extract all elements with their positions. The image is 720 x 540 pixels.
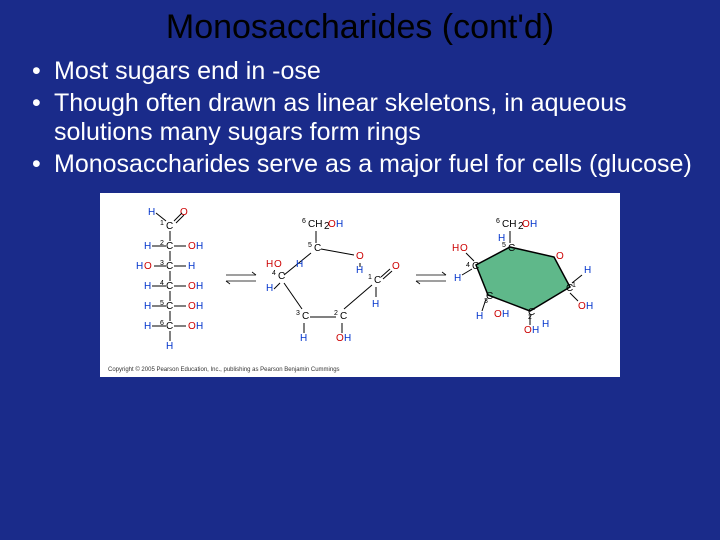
- svg-text:H: H: [498, 233, 505, 244]
- svg-text:C: C: [486, 291, 493, 302]
- svg-text:C: C: [166, 241, 173, 252]
- svg-text:H: H: [196, 241, 203, 252]
- svg-text:C: C: [508, 243, 515, 254]
- svg-text:H: H: [344, 333, 351, 344]
- glucose-diagram: H O 1 C H 2 C OH HO: [106, 199, 614, 363]
- svg-text:C: C: [314, 243, 321, 254]
- svg-text:H: H: [144, 301, 151, 312]
- svg-text:4: 4: [272, 270, 276, 277]
- svg-text:C: C: [340, 311, 347, 322]
- svg-text:O: O: [460, 243, 468, 254]
- svg-text:H: H: [530, 219, 537, 230]
- svg-text:O: O: [328, 219, 336, 230]
- svg-text:H: H: [144, 241, 151, 252]
- svg-text:H: H: [532, 325, 539, 336]
- svg-text:H: H: [452, 243, 459, 254]
- svg-text:1: 1: [160, 220, 164, 227]
- svg-text:H: H: [336, 219, 343, 230]
- svg-text:H: H: [476, 311, 483, 322]
- svg-text:H: H: [300, 333, 307, 344]
- svg-text:O: O: [556, 251, 564, 262]
- svg-text:6: 6: [496, 218, 500, 225]
- svg-text:O: O: [188, 241, 196, 252]
- svg-text:O: O: [522, 219, 530, 230]
- svg-text:C: C: [278, 271, 285, 282]
- svg-text:C: C: [166, 301, 173, 312]
- svg-text:CH: CH: [308, 219, 322, 230]
- svg-text:C: C: [566, 283, 573, 294]
- svg-text:H: H: [166, 341, 173, 352]
- svg-text:H: H: [188, 261, 195, 272]
- svg-text:H: H: [372, 299, 379, 310]
- svg-text:5: 5: [308, 242, 312, 249]
- svg-text:H: H: [136, 261, 143, 272]
- svg-text:O: O: [392, 261, 400, 272]
- svg-text:H: H: [148, 207, 155, 218]
- svg-text:C: C: [166, 321, 173, 332]
- svg-text:6: 6: [302, 218, 306, 225]
- svg-text:4: 4: [466, 262, 470, 269]
- svg-text:O: O: [578, 301, 586, 312]
- svg-text:O: O: [356, 251, 364, 262]
- svg-text:H: H: [584, 265, 591, 276]
- svg-text:C: C: [374, 275, 381, 286]
- copyright-text: Copyright © 2005 Pearson Education, Inc.…: [106, 367, 614, 373]
- svg-text:H: H: [196, 301, 203, 312]
- svg-text:5: 5: [160, 300, 164, 307]
- slide-title: Monosaccharides (cont'd): [20, 8, 700, 47]
- svg-text:O: O: [274, 259, 282, 270]
- svg-text:C: C: [528, 307, 535, 318]
- svg-text:H: H: [542, 319, 549, 330]
- svg-text:H: H: [196, 281, 203, 292]
- svg-text:O: O: [336, 333, 344, 344]
- svg-text:CH: CH: [502, 219, 516, 230]
- diagram-container: H O 1 C H 2 C OH HO: [100, 193, 620, 377]
- svg-text:H: H: [266, 259, 273, 270]
- svg-text:H: H: [266, 283, 273, 294]
- svg-text:4: 4: [160, 280, 164, 287]
- svg-text:6: 6: [160, 320, 164, 327]
- svg-text:C: C: [302, 311, 309, 322]
- svg-text:O: O: [188, 321, 196, 332]
- svg-text:C: C: [166, 281, 173, 292]
- svg-text:2: 2: [160, 240, 164, 247]
- svg-text:O: O: [180, 207, 188, 218]
- svg-text:O: O: [524, 325, 532, 336]
- svg-text:3: 3: [296, 310, 300, 317]
- svg-text:H: H: [454, 273, 461, 284]
- bullet-item: Monosaccharides serve as a major fuel fo…: [28, 150, 700, 180]
- svg-text:O: O: [188, 281, 196, 292]
- svg-text:3: 3: [160, 260, 164, 267]
- svg-text:H: H: [144, 281, 151, 292]
- svg-text:C: C: [166, 261, 173, 272]
- svg-text:H: H: [144, 321, 151, 332]
- bullet-list: Most sugars end in -ose Though often dra…: [20, 57, 700, 179]
- bullet-item: Though often drawn as linear skeletons, …: [28, 89, 700, 148]
- bullet-item: Most sugars end in -ose: [28, 57, 700, 87]
- svg-text:1: 1: [368, 274, 372, 281]
- svg-text:C: C: [472, 261, 479, 272]
- svg-text:2: 2: [334, 310, 338, 317]
- svg-text:O: O: [188, 301, 196, 312]
- svg-text:H: H: [196, 321, 203, 332]
- svg-text:C: C: [166, 221, 173, 232]
- svg-text:H: H: [586, 301, 593, 312]
- svg-text:O: O: [494, 309, 502, 320]
- svg-text:H: H: [296, 259, 303, 270]
- svg-text:H: H: [502, 309, 509, 320]
- svg-text:O: O: [144, 261, 152, 272]
- slide: Monosaccharides (cont'd) Most sugars end…: [0, 0, 720, 540]
